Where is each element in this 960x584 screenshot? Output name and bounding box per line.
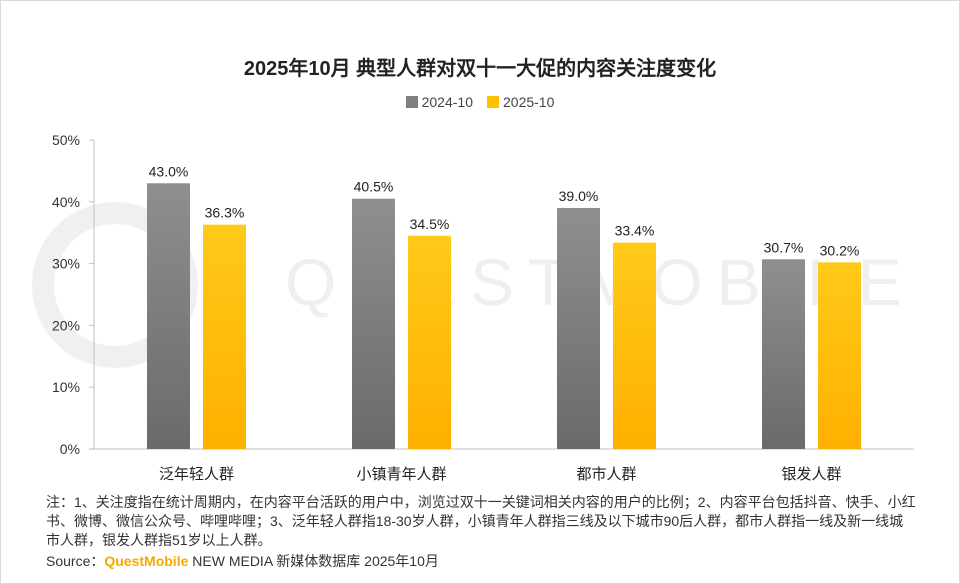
source-prefix: Source：	[46, 553, 105, 569]
y-tick-label: 30%	[52, 256, 80, 272]
data-label: 34.5%	[410, 216, 450, 232]
data-label: 33.4%	[615, 223, 655, 239]
footnote: 注：1、关注度指在统计周期内，在内容平台活跃的用户中，浏览过双十一关键词相关内容…	[46, 494, 916, 548]
legend-item-2025: 2025-10	[487, 94, 554, 110]
bar-2025-10	[408, 235, 451, 449]
data-label: 40.5%	[354, 179, 394, 195]
source-suffix: NEW MEDIA 新媒体数据库 2025年10月	[188, 553, 439, 569]
x-category-label: 银发人群	[781, 465, 841, 483]
source-line: Source：QuestMobile NEW MEDIA 新媒体数据库 2025…	[46, 551, 439, 571]
data-label: 30.7%	[764, 239, 804, 255]
bar-2025-10	[818, 262, 861, 449]
data-label: 30.2%	[820, 242, 860, 258]
legend-swatch-2024	[405, 96, 418, 108]
y-tick-label: 10%	[52, 379, 80, 395]
data-label: 39.0%	[559, 188, 599, 204]
chart-title: 2025年10月 典型人群对双十一大促的内容关注度变化	[243, 58, 717, 80]
legend-label-2025: 2025-10	[503, 94, 555, 110]
legend-swatch-2025	[487, 96, 499, 108]
x-category-label: 小镇青年人群	[356, 465, 446, 483]
bar-2024-10	[352, 198, 395, 449]
bar-2025-10	[203, 224, 246, 449]
y-tick-label: 20%	[52, 317, 80, 333]
bar-2024-10	[557, 207, 600, 449]
legend: 2024-10 2025-10	[0, 94, 960, 110]
x-category-label: 泛年轻人群	[159, 465, 234, 483]
legend-label-2024: 2024-10	[421, 94, 473, 110]
bar-2024-10	[147, 183, 190, 449]
y-tick-label: 50%	[52, 132, 80, 148]
data-label: 36.3%	[205, 205, 245, 221]
legend-item-2024: 2024-10	[405, 94, 473, 110]
y-tick-label: 0%	[60, 441, 80, 457]
source-brand: QuestMobile	[104, 553, 189, 569]
bar-chart: QUESTMOBILE 0%10%20%30%40%50%泛年轻人群 小镇青年人群…	[32, 132, 914, 483]
bar-2024-10	[762, 259, 805, 449]
x-category-label: 都市人群	[576, 465, 636, 483]
bar-2025-10	[613, 242, 656, 449]
y-tick-label: 40%	[52, 194, 80, 210]
data-label: 43.0%	[149, 163, 189, 179]
